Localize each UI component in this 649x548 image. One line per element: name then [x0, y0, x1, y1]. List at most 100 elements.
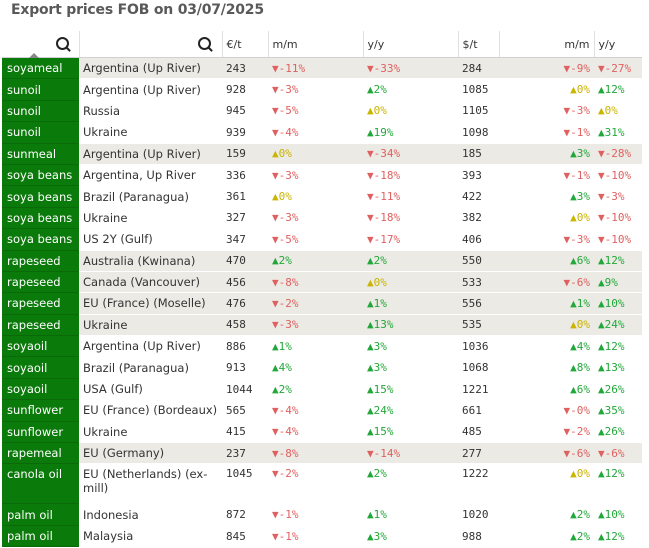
product-cell[interactable]: rapemeal [2, 442, 79, 465]
product-cell[interactable]: sunoil [2, 100, 79, 123]
origin-cell[interactable]: Argentina (Up River) [79, 57, 222, 80]
table-row[interactable]: rapemeal EU (Germany) 237 ▼-8% ▼-14% 277 ▼-6% ▼… [2, 442, 642, 465]
usd-yy-change-cell: ▲35% [594, 399, 642, 422]
product-cell[interactable]: palm oil [2, 503, 79, 526]
sort-triangle-icon[interactable] [29, 53, 39, 58]
usd-price-cell: 550 [458, 250, 499, 272]
origin-cell[interactable]: Brazil (Paranagua) [79, 356, 222, 379]
origin-cell[interactable]: Russia [79, 100, 222, 123]
usd-mm-change-cell: ▼-2% [499, 421, 594, 444]
product-cell[interactable]: soya beans [2, 228, 79, 251]
eur-mm-change-cell: ▼-4% [268, 121, 363, 144]
product-cell[interactable]: canola oil [2, 463, 79, 505]
product-cell[interactable]: rapeseed [2, 250, 79, 272]
search-icon[interactable] [56, 37, 69, 50]
origin-cell[interactable]: Argentina, Up River [79, 164, 222, 187]
table-row[interactable]: sunflower Ukraine 415 ▼-4% ▲15% 485 ▼-2% ▲26% [2, 421, 642, 444]
table-row[interactable]: soya beans Ukraine 327 ▼-3% ▼-18% 382 ▲0% ▼-10% [2, 207, 642, 230]
table-row[interactable]: soya beans Argentina, Up River 336 ▼-3% ▼-18… [2, 164, 642, 187]
eur-column-header[interactable]: €/t [222, 31, 269, 58]
table-row[interactable]: palm oil Malaysia 845 ▼-1% ▲3% 988 ▲2% ▲12% [2, 525, 642, 548]
origin-cell[interactable]: Canada (Vancouver) [79, 271, 222, 294]
product-cell[interactable]: soyameal [2, 57, 79, 80]
product-cell[interactable]: soya beans [2, 185, 79, 208]
origin-cell[interactable]: US 2Y (Gulf) [79, 228, 222, 251]
table-row[interactable]: rapeseed EU (France) (Moselle) 476 ▼-2% ▲1% 5… [2, 292, 642, 315]
product-cell[interactable]: soya beans [2, 164, 79, 187]
product-cell[interactable]: sunoil [2, 121, 79, 144]
origin-cell[interactable]: Malaysia [79, 525, 222, 548]
product-cell[interactable]: rapeseed [2, 271, 79, 294]
eur-mm-column-header[interactable]: m/m [268, 31, 364, 58]
usd-yy-change-cell: ▲10% [594, 292, 642, 315]
origin-cell[interactable]: USA (Gulf) [79, 378, 222, 401]
usd-yy-change-cell: ▲13% [594, 356, 642, 379]
product-cell[interactable]: soyaoil [2, 335, 79, 358]
product-cell[interactable]: sunoil [2, 78, 79, 101]
origin-cell[interactable]: Ukraine [79, 121, 222, 144]
table-row[interactable]: rapeseed Ukraine 458 ▼-3% ▲13% 535 ▲0% ▲24% [2, 314, 642, 337]
usd-column-header[interactable]: $/t [458, 31, 500, 58]
origin-cell[interactable]: Argentina (Up River) [79, 143, 222, 165]
table-row[interactable]: sunoil Russia 945 ▼-5% ▲0% 1105 ▼-3% ▲0% [2, 100, 642, 123]
table-row[interactable]: canola oil EU (Netherlands) (ex-mill) 1045… [2, 463, 642, 505]
eur-price-cell: 565 [222, 399, 268, 422]
eur-mm-change-cell: ▼-3% [268, 164, 363, 187]
eur-price-cell: 327 [222, 207, 268, 230]
product-cell[interactable]: sunflower [2, 421, 79, 444]
eur-yy-column-header[interactable]: y/y [363, 31, 459, 58]
origin-cell[interactable]: EU (France) (Bordeaux) [79, 399, 222, 422]
table-row[interactable]: soyaoil USA (Gulf) 1044 ▲2% ▲15% 1221 ▲6% ▲26% [2, 378, 642, 401]
usd-mm-change-cell: ▼-3% [499, 228, 594, 251]
eur-price-cell: 845 [222, 525, 268, 548]
product-cell[interactable]: sunflower [2, 399, 79, 422]
product-cell[interactable]: palm oil [2, 525, 79, 548]
origin-cell[interactable]: Australia (Kwinana) [79, 250, 222, 272]
usd-price-cell: 988 [458, 525, 499, 548]
product-cell[interactable]: sunmeal [2, 143, 79, 165]
usd-mm-change-cell: ▲8% [499, 356, 594, 379]
usd-yy-change-cell: ▼-10% [594, 207, 642, 230]
origin-cell[interactable]: EU (Netherlands) (ex-mill) [79, 463, 222, 505]
origin-cell[interactable]: Ukraine [79, 421, 222, 444]
table-row[interactable]: soya beans Brazil (Paranagua) 361 ▲0% ▼-11% 4… [2, 185, 642, 208]
product-cell[interactable]: soyaoil [2, 356, 79, 379]
table-row[interactable]: soyaoil Argentina (Up River) 886 ▲1% ▲3% 1036… [2, 335, 642, 358]
usd-mm-change-cell: ▼-0% [499, 399, 594, 422]
table-row[interactable]: soyaoil Brazil (Paranagua) 913 ▲4% ▲3% 1068 ▲8… [2, 356, 642, 379]
origin-cell[interactable]: Indonesia [79, 503, 222, 526]
eur-mm-change-cell: ▼-3% [268, 314, 363, 337]
usd-yy-column-header[interactable]: y/y [594, 31, 642, 58]
table-row[interactable]: palm oil Indonesia 872 ▼-1% ▲1% 1020 ▲2% ▲10% [2, 503, 642, 526]
origin-cell[interactable]: Ukraine [79, 207, 222, 230]
product-cell[interactable]: soyaoil [2, 378, 79, 401]
table-row[interactable]: rapeseed Canada (Vancouver) 456 ▼-8% ▲0% 533 ▼… [2, 271, 642, 294]
origin-cell[interactable]: Argentina (Up River) [79, 335, 222, 358]
usd-mm-change-cell: ▼-6% [499, 271, 594, 294]
eur-yy-change-cell: ▼-18% [363, 164, 458, 187]
table-row[interactable]: soya beans US 2Y (Gulf) 347 ▼-5% ▼-17% 406 ▼-3… [2, 228, 642, 251]
product-cell[interactable]: rapeseed [2, 292, 79, 315]
product-column-header[interactable] [2, 31, 80, 58]
origin-column-header[interactable] [79, 31, 223, 58]
table-row[interactable]: rapeseed Australia (Kwinana) 470 ▲2% ▲2% 550 ▲… [2, 250, 642, 272]
table-row[interactable]: sunflower EU (France) (Bordeaux) 565 ▼-4% ▲2… [2, 399, 642, 422]
origin-cell[interactable]: EU (France) (Moselle) [79, 292, 222, 315]
product-cell[interactable]: soya beans [2, 207, 79, 230]
usd-mm-change-cell: ▼-1% [499, 164, 594, 187]
origin-cell[interactable]: Ukraine [79, 314, 222, 337]
usd-mm-column-header[interactable]: m/m [499, 31, 595, 58]
eur-price-cell: 347 [222, 228, 268, 251]
table-row[interactable]: sunoil Ukraine 939 ▼-4% ▲19% 1098 ▼-1% ▲31% [2, 121, 642, 144]
origin-cell[interactable]: EU (Germany) [79, 442, 222, 465]
search-icon[interactable] [197, 37, 211, 50]
table-row[interactable]: soyameal Argentina (Up River) 243 ▼-11% ▼-33… [2, 57, 642, 80]
eur-yy-change-cell: ▲0% [363, 100, 458, 123]
table-row[interactable]: sunoil Argentina (Up River) 928 ▼-3% ▲2% 1085… [2, 78, 642, 101]
usd-mm-change-cell: ▼-9% [499, 57, 594, 80]
product-cell[interactable]: rapeseed [2, 314, 79, 337]
origin-cell[interactable]: Argentina (Up River) [79, 78, 222, 101]
eur-yy-change-cell: ▲15% [363, 421, 458, 444]
origin-cell[interactable]: Brazil (Paranagua) [79, 185, 222, 208]
table-row[interactable]: sunmeal Argentina (Up River) 159 ▲0% ▼-34% 18… [2, 143, 642, 165]
